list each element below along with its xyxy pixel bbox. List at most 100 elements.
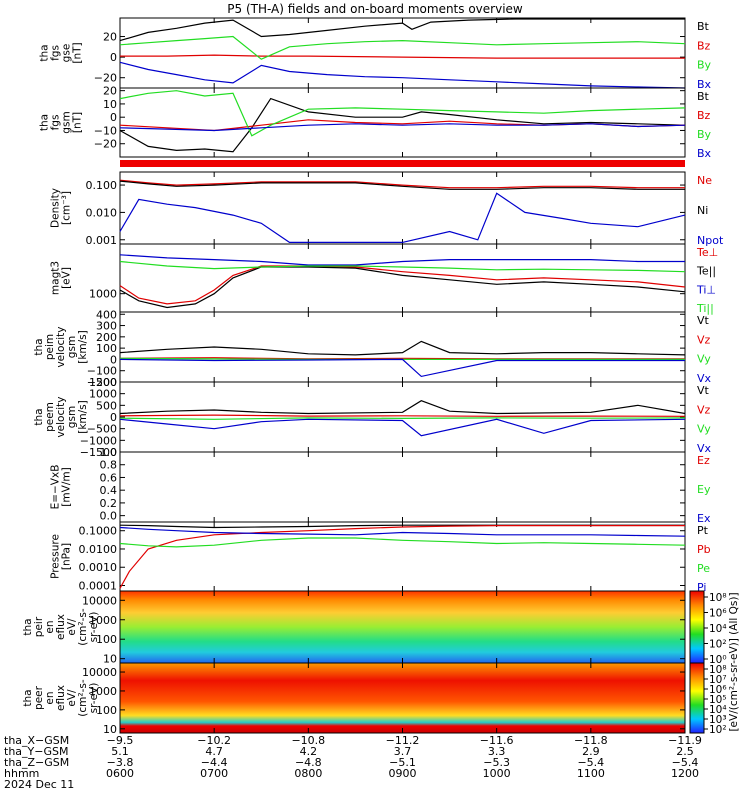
y-tick-label: 0.6 bbox=[100, 471, 118, 484]
legend-Pb: Pb bbox=[697, 543, 711, 556]
y-tick-label: −20 bbox=[94, 138, 117, 151]
y-tick-label: 100 bbox=[96, 342, 117, 355]
colorbar-label: 10⁵ bbox=[709, 694, 727, 706]
x-row-value: 2.9 bbox=[582, 745, 600, 758]
y-axis-label: peir bbox=[33, 616, 45, 637]
series-Npot bbox=[119, 192, 686, 243]
panel-frame bbox=[119, 171, 686, 245]
y-tick-label: −100 bbox=[87, 365, 117, 378]
x-row-value: −3.8 bbox=[107, 756, 134, 769]
x-row-value: −4.4 bbox=[201, 756, 228, 769]
legend-Pi: Pi bbox=[697, 581, 706, 594]
x-row-label: tha_Z−GSM bbox=[4, 756, 69, 769]
legend-Ez: Ez bbox=[697, 454, 710, 467]
y-axis-label: [nT] bbox=[72, 42, 84, 63]
y-tick-label: 1.0 bbox=[100, 446, 118, 459]
x-row-label: tha_X−GSM bbox=[4, 734, 69, 747]
colorbar-strip bbox=[689, 590, 705, 664]
legend-Npot: Npot bbox=[697, 234, 724, 247]
y-axis-label: E=−VxB bbox=[50, 465, 62, 510]
legend-By: By bbox=[697, 128, 712, 141]
legend-Ti||: Ti|| bbox=[696, 302, 714, 315]
page-title: P5 (TH-A) fields and on-board moments ov… bbox=[227, 2, 523, 16]
y-tick-label: 100 bbox=[96, 633, 117, 646]
y-axis-label: tha bbox=[39, 114, 51, 131]
y-axis-label: tha bbox=[22, 618, 34, 635]
series-Bx bbox=[119, 61, 686, 89]
y-tick-label: 1000 bbox=[89, 614, 117, 627]
x-row-value: −11.2 bbox=[386, 734, 420, 747]
legend-Ne: Ne bbox=[697, 174, 712, 187]
legend-Ey: Ey bbox=[697, 483, 711, 496]
y-axis-label: tha bbox=[22, 689, 34, 706]
legend-Bt: Bt bbox=[697, 90, 710, 103]
y-axis-label: [mV/m] bbox=[61, 467, 73, 506]
y-tick-label: −1000 bbox=[80, 434, 117, 447]
y-axis-label: fgs bbox=[50, 115, 62, 131]
x-row-value: −10.2 bbox=[197, 734, 231, 747]
y-tick-label: 500 bbox=[96, 399, 117, 412]
legend-Pt: Pt bbox=[697, 524, 709, 537]
y-tick-label: −10 bbox=[94, 124, 117, 137]
x-row-value: 4.7 bbox=[205, 745, 223, 758]
legend-Vx: Vx bbox=[697, 372, 712, 385]
y-tick-label: 20 bbox=[103, 85, 117, 98]
y-axis-label: [nPa] bbox=[61, 543, 73, 570]
y-tick-label: 300 bbox=[96, 320, 117, 333]
x-row-value: −5.3 bbox=[483, 756, 510, 769]
panel-efield: 1.00.80.60.40.20.0 E=−VxB [mV/m] Ez Ey Ex bbox=[50, 446, 711, 525]
y-tick-label: 0.0 bbox=[100, 510, 118, 523]
series-Ne bbox=[119, 179, 685, 189]
colorbar-label: 10⁴ bbox=[709, 623, 727, 635]
series-Pb bbox=[119, 525, 685, 589]
series-Pe bbox=[119, 537, 686, 548]
y-axis-label: fgs bbox=[50, 45, 62, 61]
legend-Vz: Vz bbox=[697, 333, 711, 346]
y-axis-label: tha bbox=[33, 338, 45, 355]
y-tick-label: 0 bbox=[110, 411, 117, 424]
x-row-value: 0800 bbox=[294, 767, 322, 780]
y-axis-label: tha bbox=[39, 44, 51, 61]
x-row-value: −9.5 bbox=[107, 734, 134, 747]
legend-Bx: Bx bbox=[697, 78, 712, 91]
series-By bbox=[119, 90, 686, 137]
x-row-value: 0600 bbox=[106, 767, 134, 780]
y-axis-label: Density bbox=[50, 188, 62, 228]
legend-Te||: Te|| bbox=[696, 265, 716, 278]
y-tick-label: 1000 bbox=[89, 288, 117, 301]
series-Vz bbox=[119, 414, 686, 417]
y-tick-label: 10000 bbox=[82, 594, 117, 607]
x-axis-date: 2024 Dec 11 bbox=[4, 778, 74, 791]
series-Bt bbox=[119, 18, 685, 42]
panel-peer-spec: 10000 1000 100 10 tha peer en eflux eV/(cm²-s-sr… bbox=[22, 662, 686, 736]
y-tick-label: −20 bbox=[94, 72, 117, 85]
spectrogram-peer-spec bbox=[120, 663, 685, 733]
x-row-value: −5.4 bbox=[672, 756, 699, 769]
y-axis-label: eV/ bbox=[66, 689, 78, 707]
panel-density: 0.100 0.010 0.001 Density [cm⁻³] Ne Ni Npot bbox=[50, 171, 724, 247]
colorbar-label: 10⁸ bbox=[709, 664, 727, 676]
y-axis-label: gsm bbox=[61, 111, 73, 133]
x-row-value: −5.4 bbox=[577, 756, 604, 769]
y-axis-label: tha bbox=[33, 408, 45, 425]
y-axis-label: (cm²-s- bbox=[77, 679, 89, 717]
y-tick-label: 0.0010 bbox=[79, 561, 118, 574]
colorbar-label: 10⁸ bbox=[709, 592, 727, 604]
y-axis-label: [cm⁻³] bbox=[61, 191, 73, 225]
legend-Bt: Bt bbox=[697, 20, 710, 33]
legend-Bz: Bz bbox=[697, 109, 711, 122]
panel-fgs-gse: 20 0 −20 tha fgs gse [nT] Bt Bz By Bx bbox=[39, 17, 712, 91]
legend-Ti⊥: Ti⊥ bbox=[696, 283, 716, 296]
colorbar-label: 10² bbox=[709, 724, 727, 736]
x-row-value: −11.8 bbox=[574, 734, 608, 747]
y-axis-label: velocity bbox=[55, 326, 67, 367]
legend-Ni: Ni bbox=[697, 204, 708, 217]
series-Vx bbox=[119, 358, 685, 378]
y-axis-label: sr-eV) bbox=[88, 683, 100, 714]
legend-Ex: Ex bbox=[697, 512, 711, 525]
x-row-value: 1100 bbox=[577, 767, 605, 780]
series-Ti|| bbox=[119, 260, 686, 273]
